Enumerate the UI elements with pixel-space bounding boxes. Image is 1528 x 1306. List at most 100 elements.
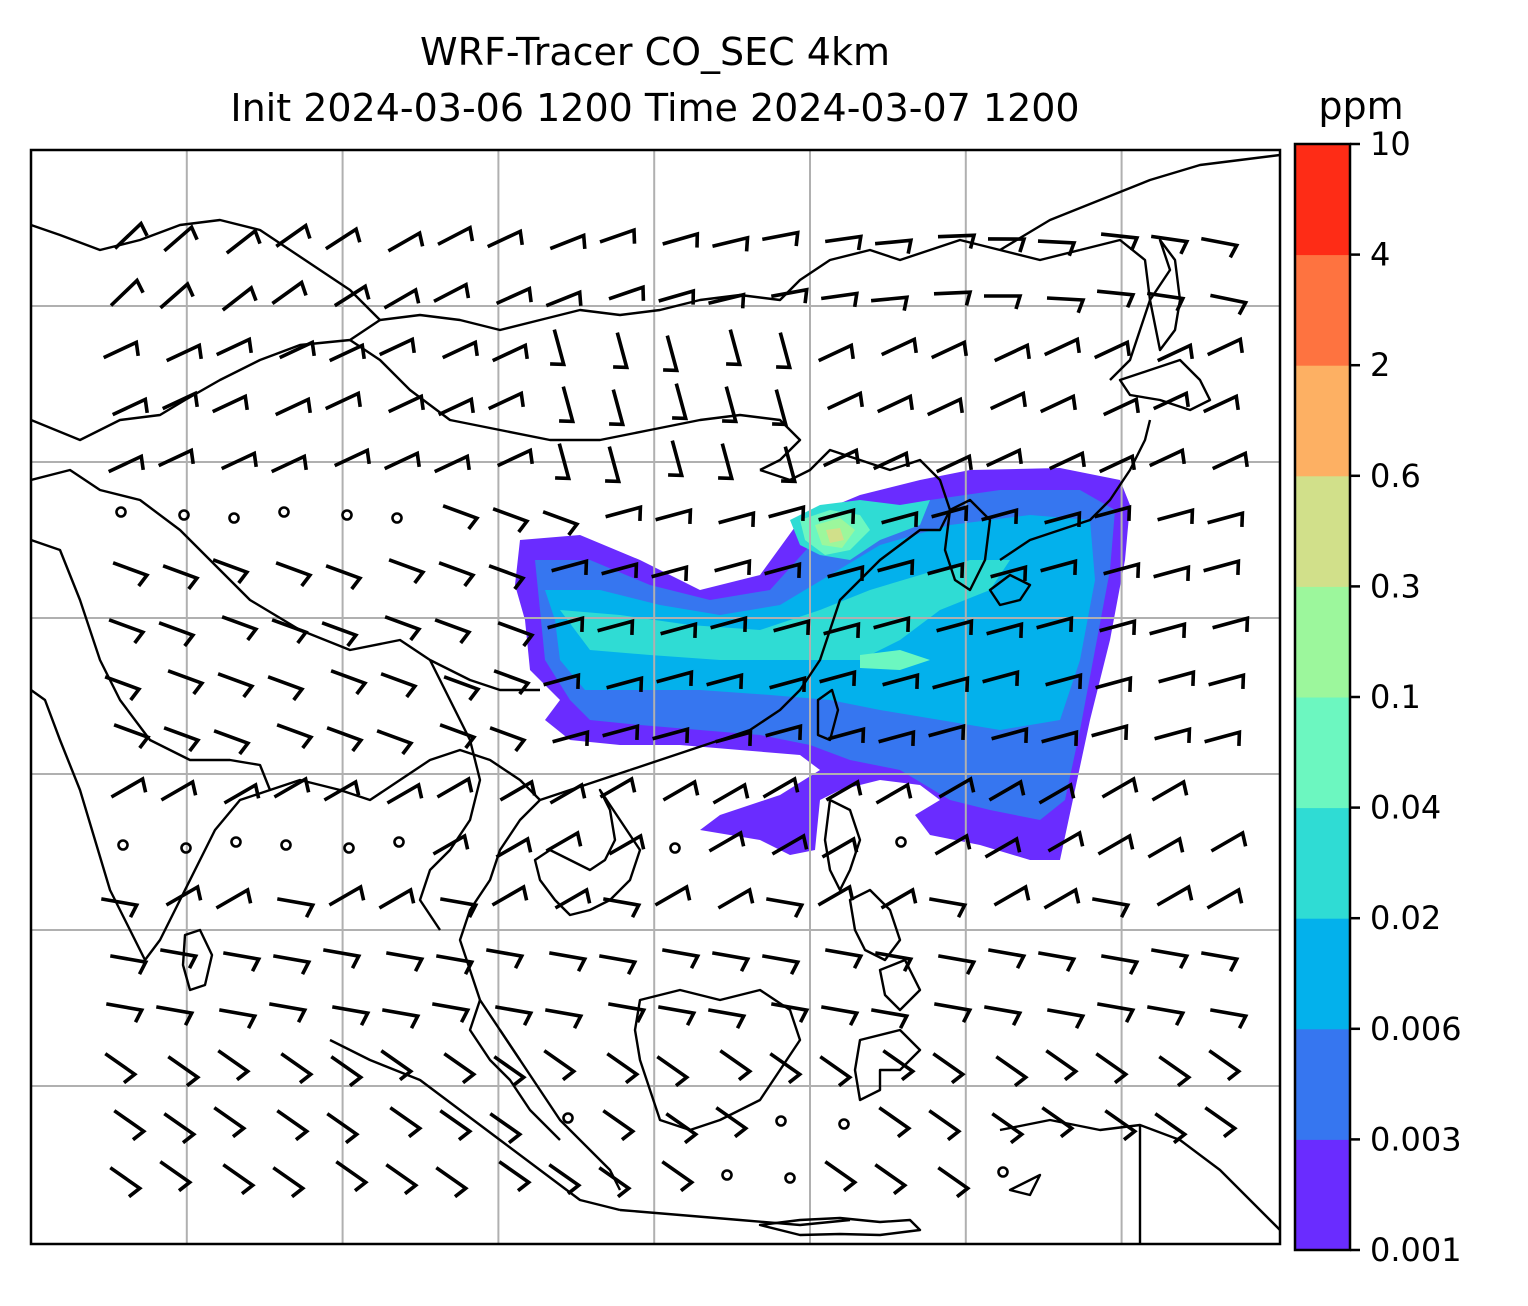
wind-barb <box>1103 561 1141 578</box>
wind-barb <box>776 332 793 370</box>
wind-barb <box>437 396 475 417</box>
wind-barb <box>880 336 918 357</box>
wind-barb <box>324 390 362 411</box>
wind-barb <box>1149 621 1187 638</box>
wind-barb <box>1152 390 1190 411</box>
colorbar-tick-label: 4 <box>1370 236 1390 274</box>
wind-barb <box>330 1055 364 1088</box>
wind-barb <box>268 1002 308 1024</box>
wind-barb <box>439 897 479 919</box>
wind-barb <box>545 289 583 308</box>
wind-barb <box>326 726 364 753</box>
wind-barb <box>335 1160 369 1193</box>
wind-barb <box>602 723 640 740</box>
wind-barb <box>439 1109 473 1142</box>
wind-barb <box>990 564 1028 581</box>
wind-barb <box>271 279 308 305</box>
wind-barb <box>486 228 524 249</box>
wind-barb-calm <box>775 1115 787 1127</box>
wind-barb <box>875 782 913 805</box>
wind-barb <box>547 615 585 632</box>
colorbar-tick-label: 0.001 <box>1370 1231 1462 1269</box>
wind-barb <box>1097 833 1135 856</box>
wind-barb <box>708 830 746 853</box>
wind-barb <box>601 561 639 578</box>
wind-barb <box>1043 336 1081 357</box>
wind-barb <box>275 222 312 248</box>
wind-barb <box>273 776 311 799</box>
wind-barb-calm <box>180 842 192 854</box>
wind-barb <box>824 234 863 251</box>
colorbar-tick-label: 0.02 <box>1370 899 1441 937</box>
wind-barb <box>109 1166 143 1199</box>
wind-barb <box>100 897 140 919</box>
wind-barb <box>762 776 800 799</box>
wind-barb <box>822 447 860 468</box>
wind-barb <box>607 1002 647 1024</box>
wind-barb <box>435 1166 469 1199</box>
wind-barb <box>661 1160 695 1193</box>
wind-barb <box>384 615 422 642</box>
colorbar-segment <box>1295 586 1350 698</box>
wind-barb <box>722 386 739 424</box>
colorbar-segment <box>1295 475 1350 587</box>
wind-barb <box>157 447 195 468</box>
wind-barb <box>1037 239 1077 257</box>
wind-barb <box>761 230 800 247</box>
wind-barb <box>726 329 743 367</box>
wind-barb <box>928 897 968 919</box>
wind-barb <box>323 779 361 802</box>
wind-barb <box>267 675 305 702</box>
map-gridlines <box>31 150 1280 1244</box>
wind-barb <box>771 833 809 856</box>
wind-barb <box>276 1109 310 1142</box>
wind-barb-calm <box>117 839 129 851</box>
wind-barb <box>1150 948 1190 970</box>
wind-barb-calm <box>562 1112 574 1124</box>
wind-barb <box>988 779 1026 802</box>
wind-barb <box>113 723 151 750</box>
wind-barb <box>270 453 308 474</box>
wind-barb <box>993 884 1031 907</box>
wind-barb <box>213 1106 247 1139</box>
wind-barb <box>110 776 148 799</box>
wind-barb <box>559 386 576 424</box>
wind-barb <box>495 836 533 859</box>
wind-barb <box>333 283 371 308</box>
wind-barb-calm <box>341 509 353 521</box>
wind-barb <box>378 336 416 357</box>
wind-barb <box>383 450 421 471</box>
wind-barb <box>378 887 416 910</box>
wind-barb <box>554 887 592 910</box>
plume-level-0.02 <box>560 560 1010 660</box>
wind-barb <box>1093 339 1131 360</box>
wind-barb <box>376 729 414 756</box>
wind-barb <box>880 887 918 910</box>
wind-barb <box>386 782 424 805</box>
wind-barb <box>543 1049 577 1082</box>
wind-barb <box>212 558 250 585</box>
chart-title-line1: WRF-Tracer CO_SEC 4km <box>420 30 890 74</box>
wind-barb <box>1158 1055 1192 1088</box>
wind-barb <box>325 564 363 591</box>
wind-barb <box>984 836 1022 859</box>
wind-barb <box>936 618 974 635</box>
wind-barb <box>606 675 644 692</box>
wind-barb <box>1207 510 1245 527</box>
wind-barb <box>882 672 920 689</box>
wind-barb <box>551 558 589 575</box>
wind-barb <box>652 726 690 743</box>
wind-barb <box>492 507 530 534</box>
wind-barb-calm <box>784 1172 796 1184</box>
wind-barb <box>217 1049 251 1082</box>
wind-barb <box>1148 447 1186 468</box>
colorbar-segment <box>1295 144 1350 256</box>
wind-barb <box>878 729 916 746</box>
wind-barb-calm <box>721 1169 733 1181</box>
wind-barb <box>715 729 753 746</box>
wind-barb <box>437 224 475 246</box>
wind-barb <box>598 954 638 976</box>
colorbar-segment <box>1295 365 1350 477</box>
wind-barb-calm <box>278 506 290 518</box>
colorbar-segment <box>1295 1028 1350 1140</box>
